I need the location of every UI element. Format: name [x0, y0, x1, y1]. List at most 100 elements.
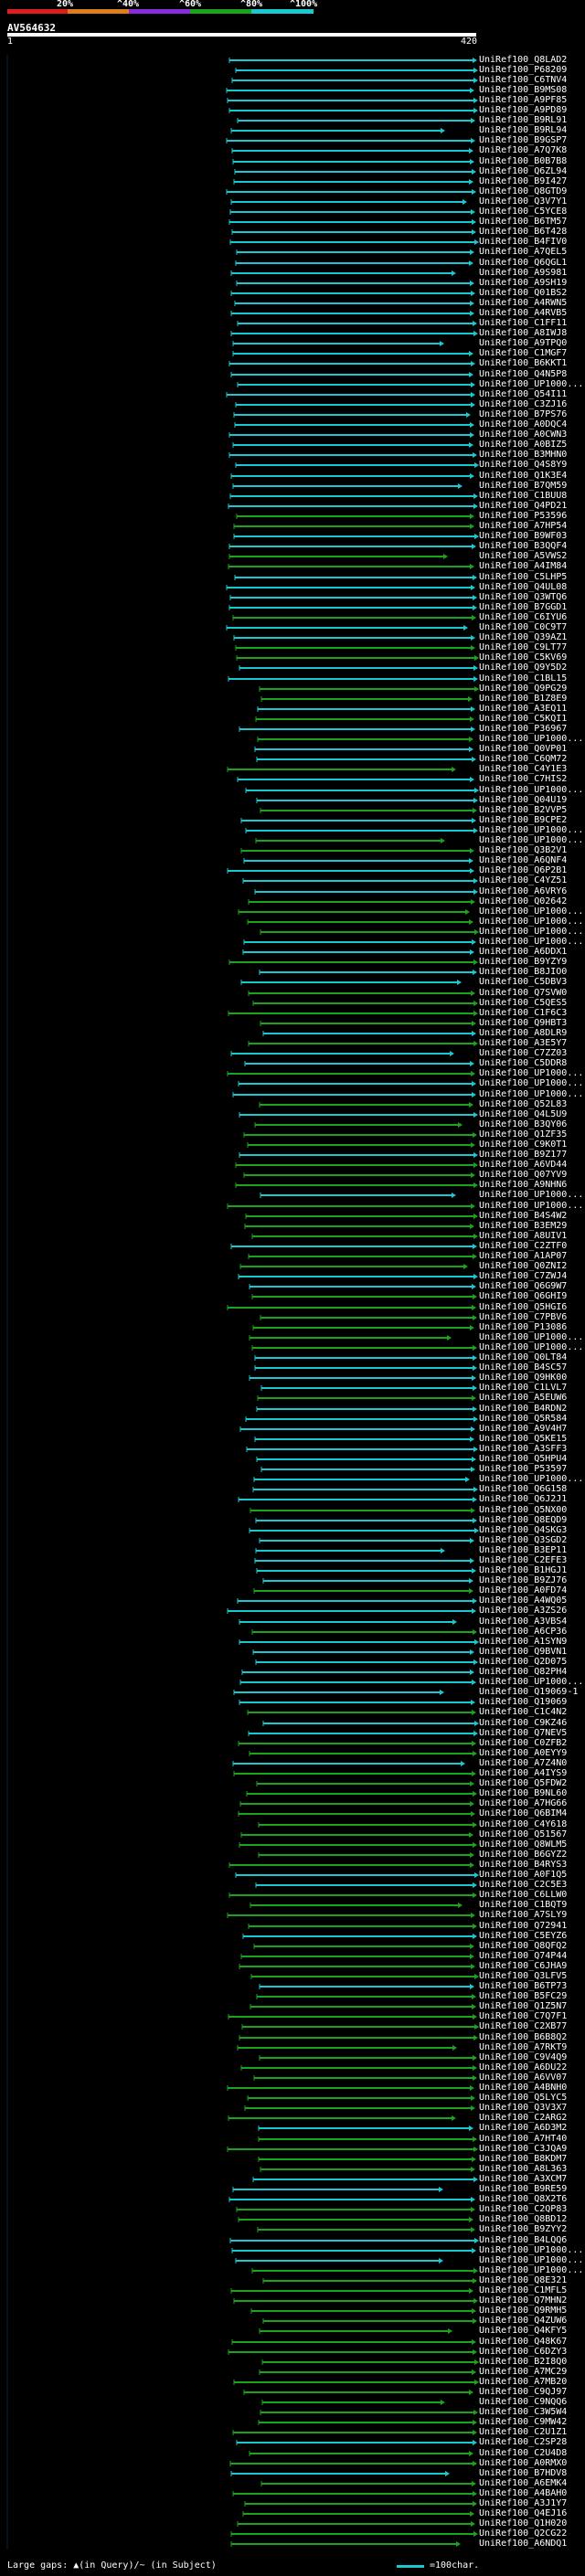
- hit-alignment[interactable]: [251, 1345, 477, 1351]
- hit-label[interactable]: UniRef100_B8KDM7: [479, 2154, 568, 2164]
- hit-alignment[interactable]: [238, 909, 470, 915]
- hit-alignment[interactable]: [227, 868, 474, 874]
- hit-alignment[interactable]: [227, 1913, 475, 1918]
- hit-alignment[interactable]: [259, 2328, 452, 2334]
- hit-label[interactable]: UniRef100_UP1000...: [479, 906, 584, 917]
- hit-label[interactable]: UniRef100_UP1000...: [479, 825, 584, 835]
- hit-alignment[interactable]: [233, 412, 471, 418]
- hit-alignment[interactable]: [236, 249, 474, 255]
- hit-label[interactable]: UniRef100_A3SFF3: [479, 1444, 568, 1454]
- hit-alignment[interactable]: [231, 229, 476, 235]
- hit-alignment[interactable]: [256, 1406, 477, 1412]
- hit-alignment[interactable]: [260, 2167, 475, 2172]
- hit-alignment[interactable]: [252, 1001, 478, 1006]
- hit-alignment[interactable]: [233, 524, 474, 529]
- hit-label[interactable]: UniRef100_A1AP07: [479, 1251, 568, 1261]
- hit-label[interactable]: UniRef100_A9V4H7: [479, 1424, 568, 1434]
- hit-label[interactable]: UniRef100_A4IM84: [479, 561, 568, 571]
- hit-label[interactable]: UniRef100_Q0LT84: [479, 1352, 568, 1362]
- hit-alignment[interactable]: [258, 2136, 477, 2142]
- hit-label[interactable]: UniRef100_UP1000...: [479, 1342, 584, 1352]
- hit-label[interactable]: UniRef100_Q1K3E4: [479, 471, 568, 481]
- hit-label[interactable]: UniRef100_C9LT77: [479, 642, 568, 652]
- hit-label[interactable]: UniRef100_B9ZYY2: [479, 2224, 568, 2234]
- hit-alignment[interactable]: [232, 1761, 465, 1766]
- hit-alignment[interactable]: [239, 1426, 475, 1432]
- hit-label[interactable]: UniRef100_A7Q7K8: [479, 145, 568, 155]
- hit-label[interactable]: UniRef100_Q6ZL94: [479, 166, 568, 176]
- hit-label[interactable]: UniRef100_A6DU22: [479, 2062, 568, 2072]
- hit-label[interactable]: UniRef100_Q7NEV5: [479, 1728, 568, 1738]
- hit-alignment[interactable]: [230, 1244, 477, 1249]
- hit-label[interactable]: UniRef100_C5DBV3: [479, 977, 568, 987]
- hit-label[interactable]: UniRef100_A7MC29: [479, 2367, 568, 2377]
- hit-label[interactable]: UniRef100_C2U4D8: [479, 2448, 568, 2458]
- hit-label[interactable]: UniRef100_Q7SVW0: [479, 988, 568, 998]
- hit-label[interactable]: UniRef100_B5FC29: [479, 1991, 568, 2001]
- hit-label[interactable]: UniRef100_Q9PG29: [479, 684, 568, 694]
- hit-label[interactable]: UniRef100_Q8WLM5: [479, 1839, 568, 1850]
- hit-alignment[interactable]: [237, 1598, 477, 1604]
- hit-alignment[interactable]: [239, 2035, 478, 2041]
- hit-label[interactable]: UniRef100_Q4EJ16: [479, 2508, 568, 2518]
- hit-label[interactable]: UniRef100_C1BUU8: [479, 491, 568, 501]
- hit-label[interactable]: UniRef100_A4RWN5: [479, 298, 568, 308]
- hit-label[interactable]: UniRef100_Q8LAD2: [479, 55, 568, 65]
- hit-label[interactable]: UniRef100_Q2D075: [479, 1657, 568, 1667]
- hit-label[interactable]: UniRef100_Q5HPU4: [479, 1454, 568, 1464]
- hit-label[interactable]: UniRef100_Q04U19: [479, 795, 568, 805]
- hit-label[interactable]: UniRef100_A4IYS9: [479, 1768, 568, 1778]
- hit-alignment[interactable]: [259, 1102, 473, 1108]
- hit-alignment[interactable]: [240, 1832, 473, 1838]
- hit-alignment[interactable]: [235, 645, 475, 651]
- hit-alignment[interactable]: [256, 798, 478, 803]
- hit-label[interactable]: UniRef100_B8JIO0: [479, 967, 568, 977]
- hit-label[interactable]: UniRef100_Q2CG22: [479, 2528, 568, 2539]
- hit-label[interactable]: UniRef100_C4YZ51: [479, 875, 568, 885]
- hit-label[interactable]: UniRef100_UP1000...: [479, 937, 584, 947]
- hit-alignment[interactable]: [233, 635, 475, 641]
- hit-alignment[interactable]: [261, 1467, 475, 1472]
- hit-alignment[interactable]: [247, 919, 473, 925]
- hit-label[interactable]: UniRef100_P36967: [479, 724, 568, 734]
- hit-label[interactable]: UniRef100_B4RDN2: [479, 1404, 568, 1414]
- hit-label[interactable]: UniRef100_Q4N5P8: [479, 369, 568, 379]
- hit-alignment[interactable]: [227, 1203, 475, 1209]
- hit-label[interactable]: UniRef100_Q19069: [479, 1697, 568, 1707]
- hit-alignment[interactable]: [259, 2369, 476, 2375]
- hit-label[interactable]: UniRef100_Q8E321: [479, 2275, 568, 2285]
- hit-label[interactable]: UniRef100_C2SP28: [479, 2437, 568, 2447]
- hit-label[interactable]: UniRef100_Q3WTQ6: [479, 592, 568, 602]
- hit-label[interactable]: UniRef100_C1MGF7: [479, 348, 568, 358]
- hit-label[interactable]: UniRef100_A0RMX0: [479, 2458, 568, 2468]
- hit-label[interactable]: UniRef100_Q82PH4: [479, 1667, 568, 1677]
- hit-alignment[interactable]: [256, 1781, 474, 1786]
- hit-label[interactable]: UniRef100_Q51567: [479, 1829, 568, 1839]
- hit-label[interactable]: UniRef100_Q6J2J1: [479, 1494, 568, 1504]
- hit-label[interactable]: UniRef100_A7SLY9: [479, 1910, 568, 1920]
- hit-label[interactable]: UniRef100_A9S981: [479, 268, 568, 278]
- hit-label[interactable]: UniRef100_A8IWJ8: [479, 328, 568, 338]
- hit-label[interactable]: UniRef100_C9NQQ6: [479, 2397, 568, 2407]
- hit-label[interactable]: UniRef100_C6DZY3: [479, 2347, 568, 2357]
- hit-alignment[interactable]: [243, 939, 476, 945]
- hit-label[interactable]: UniRef100_Q1Z5N7: [479, 2001, 568, 2011]
- hit-alignment[interactable]: [241, 2024, 479, 2030]
- hit-alignment[interactable]: [226, 392, 475, 398]
- hit-alignment[interactable]: [229, 2461, 477, 2466]
- hit-alignment[interactable]: [228, 676, 478, 682]
- hit-alignment[interactable]: [255, 1548, 445, 1553]
- hit-alignment[interactable]: [254, 1355, 477, 1361]
- hit-alignment[interactable]: [260, 1315, 477, 1320]
- hit-alignment[interactable]: [261, 2400, 445, 2405]
- hit-label[interactable]: UniRef100_A8L363: [479, 2164, 568, 2174]
- hit-label[interactable]: UniRef100_B9YZY9: [479, 957, 568, 967]
- hit-label[interactable]: UniRef100_B6KKT1: [479, 358, 568, 368]
- hit-alignment[interactable]: [245, 788, 479, 793]
- hit-label[interactable]: UniRef100_Q6QGL1: [479, 258, 568, 268]
- hit-label[interactable]: UniRef100_A7HP54: [479, 521, 568, 531]
- hit-label[interactable]: UniRef100_B3EM29: [479, 1221, 568, 1231]
- hit-label[interactable]: UniRef100_A6QNF4: [479, 855, 568, 865]
- hit-label[interactable]: UniRef100_A0FD74: [479, 1585, 568, 1595]
- hit-label[interactable]: UniRef100_Q5HGI6: [479, 1302, 568, 1312]
